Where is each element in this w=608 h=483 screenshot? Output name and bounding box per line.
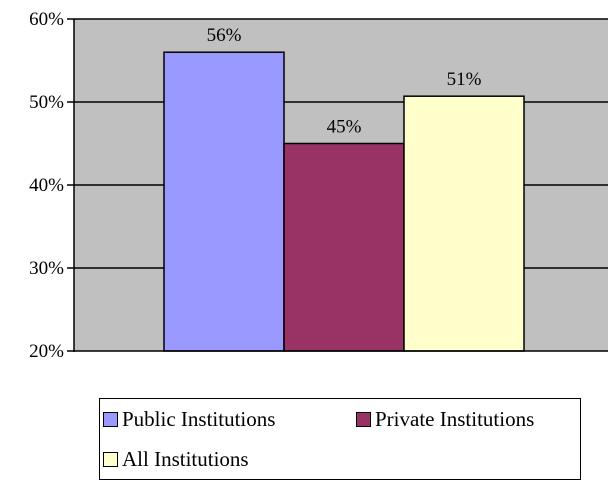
legend-swatch-public [103, 412, 118, 427]
y-tick-label: 50% [29, 92, 64, 113]
legend-swatch-all [103, 452, 118, 467]
bar [163, 51, 285, 352]
legend-swatch-private [356, 412, 371, 427]
data-labels: 56% 45% 51% [207, 25, 482, 137]
legend-label-private: Private Institutions [375, 407, 535, 431]
y-axis: 20% 30% 40% 50% 60% [29, 9, 75, 362]
y-tick-label: 60% [29, 9, 64, 30]
legend-label-public: Public Institutions [122, 407, 276, 431]
bar [283, 142, 405, 352]
data-label: 45% [327, 117, 362, 138]
bar [403, 95, 525, 352]
legend-item-private: Private Institutions [356, 407, 534, 432]
y-tick-label: 20% [29, 341, 64, 362]
legend-item-public: Public Institutions [103, 407, 275, 432]
y-tick-label: 40% [29, 175, 64, 196]
legend-label-all: All Institutions [122, 447, 249, 471]
y-tick-label: 30% [29, 258, 64, 279]
data-label: 56% [207, 25, 242, 46]
bars [163, 51, 525, 352]
data-label: 51% [447, 69, 482, 90]
bar-chart: 56% 45% 51% 20% 30% 40% 50% 60% [29, 9, 608, 362]
legend-item-all: All Institutions [103, 447, 249, 472]
legend: Public Institutions Private Institutions… [99, 398, 581, 480]
